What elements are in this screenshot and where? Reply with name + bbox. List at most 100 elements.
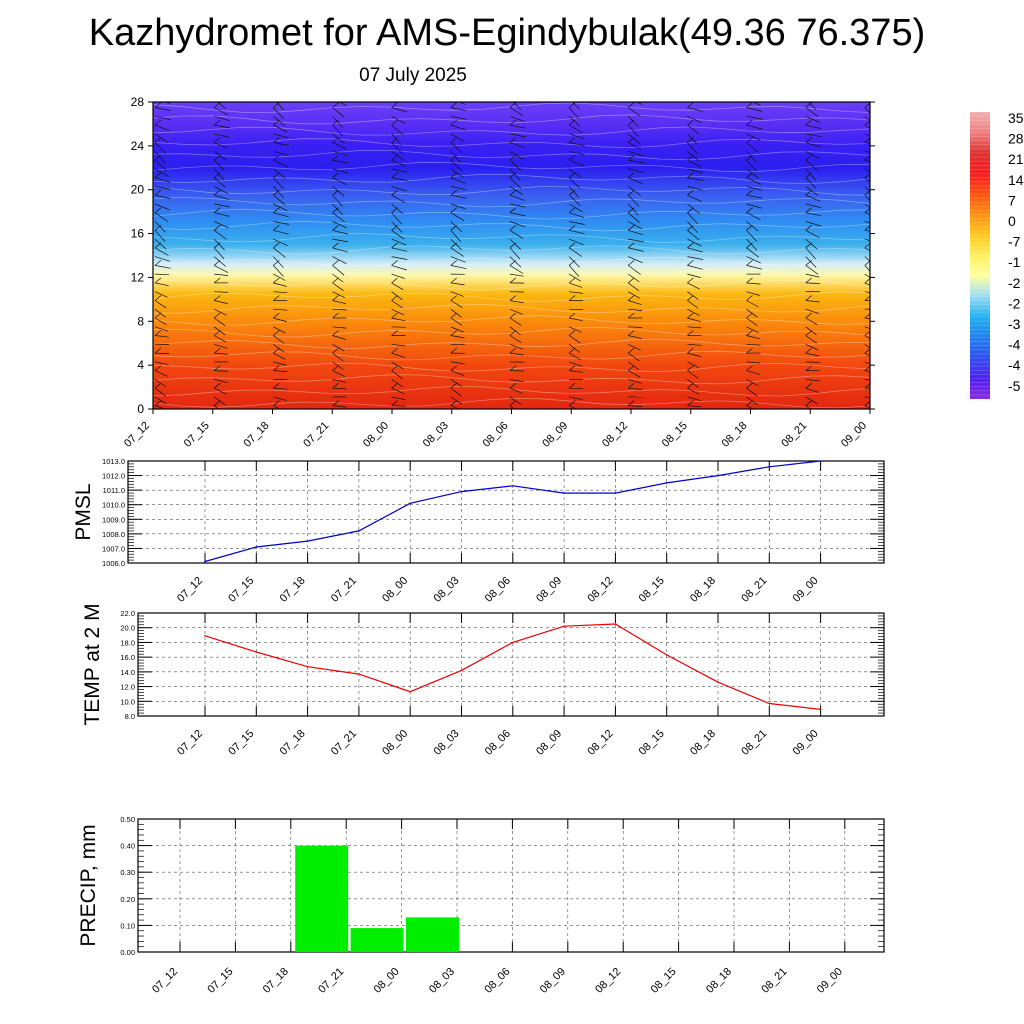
wind-barb-flag: [746, 347, 753, 354]
wind-barb-flag: [509, 347, 517, 354]
wind-barb: [805, 133, 822, 138]
x-tick-label: 08_03: [432, 575, 462, 605]
wind-barb: [746, 230, 757, 242]
wind-barb-flag: [391, 347, 398, 354]
wind-barb: [746, 151, 757, 163]
x-tick-label: 08_06: [483, 575, 513, 605]
x-tick-label: 08_12: [585, 728, 615, 758]
wind-barb: [332, 352, 344, 362]
wind-barb: [154, 142, 166, 154]
wind-barb-flag: [509, 207, 517, 213]
x-tick-label: 08_03: [421, 420, 451, 450]
wind-barb-flag: [450, 189, 458, 196]
wind-barb: [687, 142, 698, 154]
wind-barb: [273, 352, 286, 360]
wind-barb-flag: [450, 260, 458, 266]
precip-bar: [406, 917, 459, 952]
wind-barb: [273, 273, 286, 281]
wind-barb: [273, 229, 289, 235]
wind-barb: [273, 335, 285, 344]
data-point: [819, 460, 822, 462]
wind-barb: [746, 212, 761, 221]
wind-barb: [450, 387, 462, 397]
wind-barb: [391, 238, 407, 246]
wind-barb: [687, 124, 700, 135]
wind-barb: [864, 256, 870, 262]
wind-barb: [450, 300, 463, 308]
wind-barb: [214, 343, 228, 349]
wind-barb-flag: [154, 102, 162, 108]
wind-barb: [213, 238, 225, 251]
wind-barb: [154, 247, 169, 256]
wind-barb: [273, 212, 289, 218]
wind-barb: [332, 238, 349, 243]
wind-barb: [273, 194, 286, 206]
wind-barb: [924, 99, 939, 104]
wind-barb: [275, 102, 284, 110]
wind-barb-flag: [746, 189, 753, 196]
wind-barb: [627, 186, 641, 196]
wind-barb: [273, 150, 289, 156]
colorbar-label: 21: [1008, 151, 1024, 167]
wind-barb: [746, 186, 762, 191]
wind-barb: [864, 238, 870, 242]
wind-barb: [450, 177, 466, 184]
y-tick-label: 1006.0: [102, 559, 125, 568]
wind-barb-flag: [805, 365, 812, 371]
wind-barb: [924, 301, 937, 306]
wind-barb-flag: [154, 312, 162, 319]
y-axis-label: PRECIP, mm: [77, 824, 100, 946]
x-tick-label: 07_21: [329, 728, 359, 758]
wind-barb-flag: [509, 365, 517, 371]
wind-barb: [924, 248, 940, 251]
data-point: [768, 466, 771, 468]
wind-barb: [687, 300, 699, 309]
x-tick-label: 08_12: [600, 420, 630, 450]
x-tick-label: 08_18: [688, 728, 718, 758]
wind-barb: [924, 143, 937, 151]
wind-barb: [154, 133, 168, 143]
wind-barb: [509, 168, 521, 181]
y-tick-label: 14.0: [120, 668, 135, 677]
wind-barb: [864, 203, 870, 208]
wind-barb-flag: [332, 365, 339, 371]
wind-barb: [924, 388, 938, 390]
x-tick-label: 07_12: [122, 420, 152, 450]
panel-frame: [137, 818, 885, 953]
wind-barb: [687, 265, 703, 270]
wind-barb: [924, 160, 940, 163]
wind-barb: [154, 115, 171, 120]
wind-barb: [687, 308, 700, 316]
wind-barb: [864, 273, 870, 278]
wind-barb-flag: [746, 137, 753, 143]
wind-barb-flag: [805, 225, 812, 231]
data-point: [460, 490, 463, 493]
wind-barb: [450, 405, 460, 409]
wind-barb: [864, 177, 870, 183]
wind-barb-flag: [568, 172, 576, 178]
wind-barb: [687, 238, 702, 247]
wind-barb: [273, 291, 288, 294]
wind-barb: [509, 352, 524, 356]
wind-barb: [213, 230, 227, 240]
wind-barb-flag: [924, 383, 930, 388]
colorbar-label: 14: [1008, 172, 1024, 188]
wind-barb-flag: [627, 207, 635, 213]
wind-barb: [509, 115, 525, 122]
wind-barb: [746, 387, 758, 397]
wind-barb: [391, 247, 408, 252]
wind-barb: [805, 229, 820, 239]
wind-barb: [332, 168, 348, 174]
wind-barb-flag: [213, 154, 221, 161]
wind-barb: [391, 343, 406, 347]
y-tick-label: 8: [137, 314, 144, 328]
wind-barb-flag: [746, 119, 753, 126]
wind-barb: [805, 177, 817, 189]
wind-barb: [628, 379, 642, 384]
colorbar-label: 28: [1008, 131, 1024, 147]
wind-barb: [154, 186, 171, 190]
wind-barb: [627, 203, 639, 216]
wind-barb: [273, 107, 284, 119]
x-tick-label: 08_21: [739, 575, 769, 605]
wind-barb: [391, 168, 408, 173]
